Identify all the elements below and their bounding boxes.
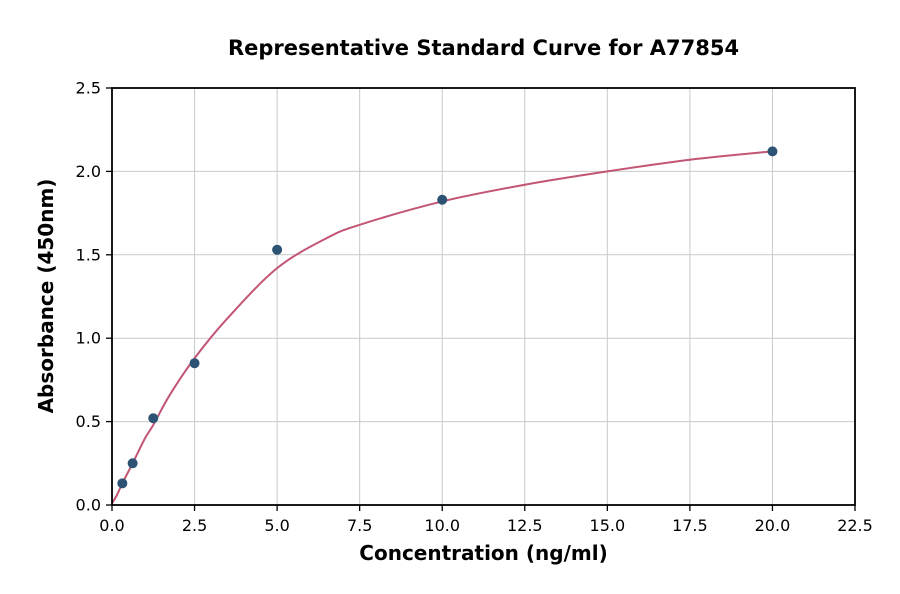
svg-text:7.5: 7.5 xyxy=(347,516,372,535)
svg-text:10.0: 10.0 xyxy=(424,516,460,535)
svg-text:2.5: 2.5 xyxy=(182,516,207,535)
data-point xyxy=(127,458,138,469)
tick-marks xyxy=(106,87,856,511)
svg-text:2.0: 2.0 xyxy=(76,162,101,181)
gridlines xyxy=(111,87,856,506)
data-point xyxy=(272,244,283,255)
svg-text:2.5: 2.5 xyxy=(76,79,101,98)
data-points xyxy=(117,146,778,489)
svg-text:22.5: 22.5 xyxy=(837,516,873,535)
svg-text:0.0: 0.0 xyxy=(76,496,101,515)
y-tick-labels: 0.0 0.5 1.0 1.5 2.0 2.5 xyxy=(76,79,101,515)
x-axis-label: Concentration (ng/ml) xyxy=(359,541,608,565)
svg-text:0.0: 0.0 xyxy=(99,516,124,535)
chart-title: Representative Standard Curve for A77854 xyxy=(227,36,740,60)
svg-text:12.5: 12.5 xyxy=(507,516,543,535)
data-point xyxy=(189,358,200,369)
data-point xyxy=(437,194,448,205)
data-point xyxy=(117,478,128,489)
svg-text:1.0: 1.0 xyxy=(76,329,101,348)
svg-text:5.0: 5.0 xyxy=(264,516,289,535)
data-point xyxy=(767,146,778,157)
svg-text:17.5: 17.5 xyxy=(672,516,708,535)
svg-text:1.5: 1.5 xyxy=(76,245,101,264)
svg-text:0.5: 0.5 xyxy=(76,412,101,431)
x-tick-labels: 0.0 2.5 5.0 7.5 10.0 12.5 15.0 17.5 20.0 22.5 xyxy=(99,516,873,535)
svg-text:15.0: 15.0 xyxy=(590,516,626,535)
plot-border xyxy=(111,87,856,506)
svg-text:20.0: 20.0 xyxy=(755,516,791,535)
data-point xyxy=(148,413,159,424)
